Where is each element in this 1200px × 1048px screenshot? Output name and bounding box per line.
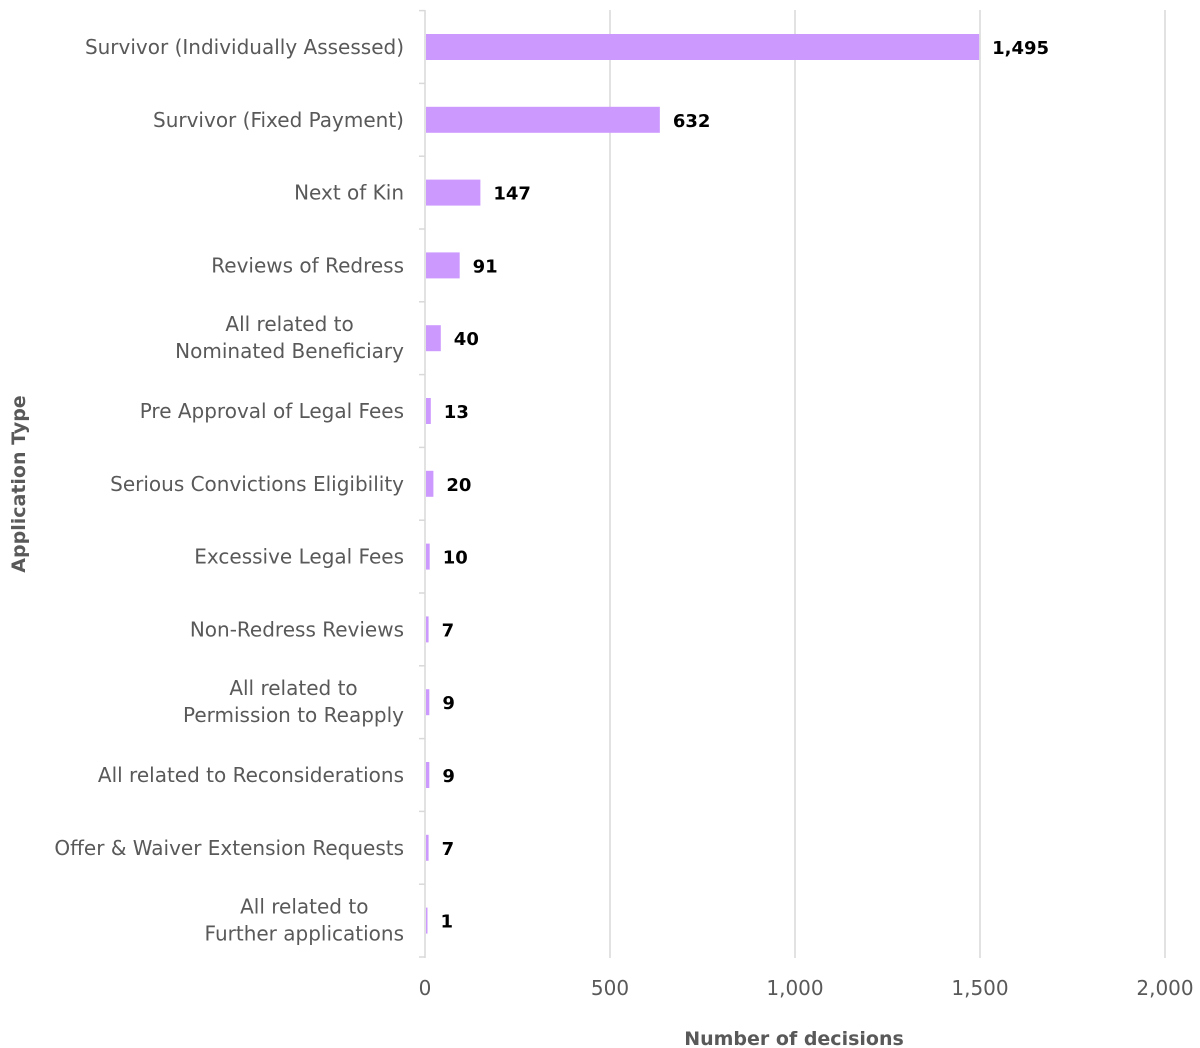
x-tick-label: 2,000 [1136,976,1193,1000]
y-axis-title: Application Type [8,395,30,572]
category-labels: Survivor (Individually Assessed) Survivor… [54,35,404,946]
category-label: All related to Reconsiderations [98,763,404,787]
category-label: Next of Kin [294,181,404,205]
bar [426,834,429,861]
value-label: 1 [441,912,454,933]
value-label: 20 [446,475,471,496]
bar [426,179,481,206]
value-label: 13 [444,402,469,423]
bar [426,907,428,934]
category-label: Reviews of Redress [211,253,404,277]
value-label: 7 [442,839,455,860]
category-label: Non-Redress Reviews [190,617,404,641]
category-label: Survivor (Individually Assessed) [85,35,404,59]
x-tick-label: 500 [591,976,629,1000]
bar [426,616,429,643]
category-label: Excessive Legal Fees [194,545,404,569]
bar [426,34,980,60]
value-label: 9 [442,766,455,787]
value-label: 91 [473,256,498,277]
value-labels: 1,495 632 147 91 40 13 20 10 7 9 9 7 1 [441,38,1050,933]
gridlines [419,9,1166,958]
category-label: All related to Permission to Reapply [183,676,404,727]
x-axis-title: Number of decisions [684,1028,904,1048]
x-tick-label: 1,500 [951,976,1008,1000]
category-label: Pre Approval of Legal Fees [140,399,404,423]
bar [426,470,434,497]
bar [426,543,430,570]
value-label: 10 [443,548,468,569]
category-label: Offer & Waiver Extension Requests [54,836,404,860]
value-label: 9 [442,693,455,714]
category-label: All related to Nominated Beneficiary [175,312,404,363]
x-tick-label: 1,000 [766,976,823,1000]
value-label: 40 [454,329,479,350]
bar [426,762,430,788]
value-label: 632 [673,111,711,132]
category-label: All related to Further applications [205,895,404,946]
bar [426,398,431,424]
category-label: Serious Convictions Eligibility [110,472,404,496]
value-label: 7 [442,620,455,641]
bar [426,106,660,133]
bars [426,34,980,934]
x-axis-ticks: 0 500 1,000 1,500 2,000 [419,976,1194,1000]
bar [426,325,441,352]
bar [426,689,430,716]
value-label: 147 [493,184,531,205]
value-label: 1,495 [992,38,1049,59]
category-label: Survivor (Fixed Payment) [153,108,404,132]
bar [426,252,460,279]
x-tick-label: 0 [419,976,432,1000]
